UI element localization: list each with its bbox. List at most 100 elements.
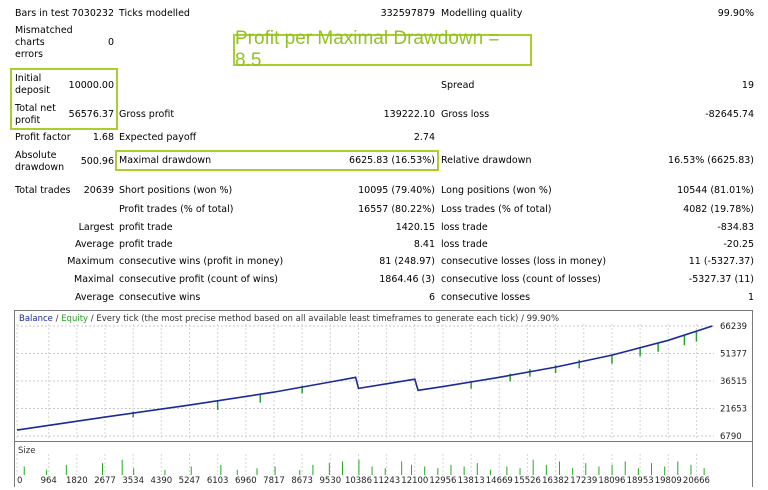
gross-profit-value: 139222.10 xyxy=(383,109,435,120)
initial-deposit-label-1: Initial xyxy=(15,73,42,84)
x-tick-label: 13813 xyxy=(458,476,485,486)
maximal-drawdown-label: Maximal drawdown xyxy=(119,155,212,166)
modelling-quality-value: 99.90% xyxy=(717,8,754,19)
gross-loss-label: Gross loss xyxy=(441,109,490,120)
chart-legend: Balance / Equity / Every tick (the most … xyxy=(19,314,559,324)
x-tick-label: 6960 xyxy=(235,476,257,486)
profit-factor-label: Profit factor xyxy=(15,132,71,143)
ticks-modelled-label: Ticks modelled xyxy=(119,8,190,19)
x-tick-label: 14669 xyxy=(486,476,513,486)
total-net-profit-label-2: profit xyxy=(15,115,41,126)
long-positions-label: Long positions (won %) xyxy=(441,185,552,196)
x-tick-label: 12956 xyxy=(429,476,456,486)
initial-deposit-value: 10000.00 xyxy=(68,80,114,91)
maximal-losses-label: consecutive loss (count of losses) xyxy=(441,274,601,285)
balance-chart-panel: Balance / Equity / Every tick (the most … xyxy=(14,310,753,488)
largest-loss-label: loss trade xyxy=(441,222,488,233)
mismatched-label-2: charts xyxy=(15,37,45,48)
gross-profit-label: Gross profit xyxy=(119,109,175,120)
balance-chart: Balance / Equity / Every tick (the most … xyxy=(14,310,753,488)
largest-loss-value: -834.83 xyxy=(717,222,754,233)
average-consec-losses-label: consecutive losses xyxy=(441,292,531,303)
size-label: Size xyxy=(18,446,35,456)
profit-trades-value: 16557 (80.22%) xyxy=(358,204,435,215)
relative-drawdown-value: 16.53% (6625.83) xyxy=(668,155,754,166)
maximal-label: Maximal xyxy=(74,274,114,285)
maximum-wins-value: 81 (248.97) xyxy=(379,256,435,267)
average-label: Average xyxy=(74,239,114,250)
deposit-profit-highlight xyxy=(10,68,118,130)
maximal-wins-label: consecutive profit (count of wins) xyxy=(119,274,279,285)
spread-label: Spread xyxy=(441,80,475,91)
total-net-profit-label-1: Total net xyxy=(15,103,56,114)
x-tick-label: 4390 xyxy=(151,476,173,486)
x-tick-label: 20666 xyxy=(683,476,710,486)
legend-sep: / xyxy=(53,314,61,324)
maximal-drawdown-value: 6625.83 (16.53%) xyxy=(349,155,435,166)
largest-label: Largest xyxy=(78,222,114,233)
x-tick-label: 3534 xyxy=(122,476,144,486)
legend-balance: Balance xyxy=(19,314,53,324)
x-tick-label: 12100 xyxy=(401,476,428,486)
mismatched-value: 0 xyxy=(107,37,114,48)
absolute-drawdown-value: 500.96 xyxy=(80,156,114,167)
average-consec-losses-value: 1 xyxy=(747,292,754,303)
average-profit-value: 8.41 xyxy=(413,239,435,250)
x-tick-label: 11243 xyxy=(373,476,400,486)
legend-description: / Every tick (the most precise method ba… xyxy=(88,314,559,324)
short-positions-value: 10095 (79.40%) xyxy=(358,185,435,196)
legend-equity: Equity xyxy=(61,314,88,324)
average-loss-label: loss trade xyxy=(441,239,488,250)
x-tick-label: 9530 xyxy=(320,476,342,486)
x-tick-label: 964 xyxy=(41,476,57,486)
balance-series-line xyxy=(16,325,713,431)
x-tick-label: 8673 xyxy=(291,476,313,486)
average-consec-wins-label: consecutive wins xyxy=(119,292,201,303)
profit-drawdown-banner: Profit per Maximal Drawdown = 8.5 xyxy=(233,28,532,71)
total-trades-label: Total trades xyxy=(15,185,71,196)
maximum-losses-label: consecutive losses (loss in money) xyxy=(441,256,607,267)
loss-trades-label: Loss trades (% of total) xyxy=(441,204,552,215)
total-trades-value: 20639 xyxy=(83,185,114,196)
maximal-drawdown-highlight xyxy=(115,150,439,171)
absolute-drawdown-label-2: drawdown xyxy=(15,162,65,173)
ticks-modelled-value: 332597879 xyxy=(380,8,435,19)
total-net-profit-value: 56576.37 xyxy=(68,109,114,120)
average-consec-label: Average xyxy=(74,292,114,303)
bars-in-test-value: 7030232 xyxy=(71,8,114,19)
profit-factor-value: 1.68 xyxy=(92,132,114,143)
average-consec-wins-value: 6 xyxy=(428,292,435,303)
y-tick-label: 6790 xyxy=(720,432,742,442)
absolute-drawdown-label-1: Absolute xyxy=(15,150,57,161)
maximum-wins-label: consecutive wins (profit in money) xyxy=(119,256,284,267)
gross-loss-value: -82645.74 xyxy=(705,109,754,120)
maximum-label: Maximum xyxy=(67,256,114,267)
y-tick-label: 66239 xyxy=(720,322,747,332)
spread-value: 19 xyxy=(741,80,754,91)
maximal-losses-value: -5327.37 (11) xyxy=(688,274,754,285)
mismatched-label-3: errors xyxy=(15,49,43,60)
y-tick-label: 21653 xyxy=(720,405,747,415)
x-tick-label: 16382 xyxy=(542,476,569,486)
largest-profit-label: profit trade xyxy=(119,222,173,233)
short-positions-label: Short positions (won %) xyxy=(119,185,233,196)
x-tick-label: 18096 xyxy=(598,476,625,486)
x-tick-label: 6103 xyxy=(207,476,229,486)
profit-trades-label: Profit trades (% of total) xyxy=(119,204,234,215)
largest-profit-value: 1420.15 xyxy=(395,222,435,233)
x-tick-label: 7817 xyxy=(263,476,285,486)
average-profit-label: profit trade xyxy=(119,239,173,250)
average-loss-value: -20.25 xyxy=(723,239,754,250)
chart-frame xyxy=(14,310,753,488)
x-tick-label: 15526 xyxy=(514,476,541,486)
bars-in-test-label: Bars in test xyxy=(15,8,70,19)
x-tick-label: 19809 xyxy=(655,476,682,486)
modelling-quality-label: Modelling quality xyxy=(441,8,523,19)
long-positions-value: 10544 (81.01%) xyxy=(677,185,754,196)
y-tick-label: 36515 xyxy=(720,377,747,387)
x-tick-label: 17239 xyxy=(570,476,597,486)
maximal-wins-value: 1864.46 (3) xyxy=(379,274,435,285)
x-tick-label: 2677 xyxy=(94,476,116,486)
initial-deposit-label-2: deposit xyxy=(15,85,51,96)
mismatched-label-1: Mismatched xyxy=(15,25,73,36)
